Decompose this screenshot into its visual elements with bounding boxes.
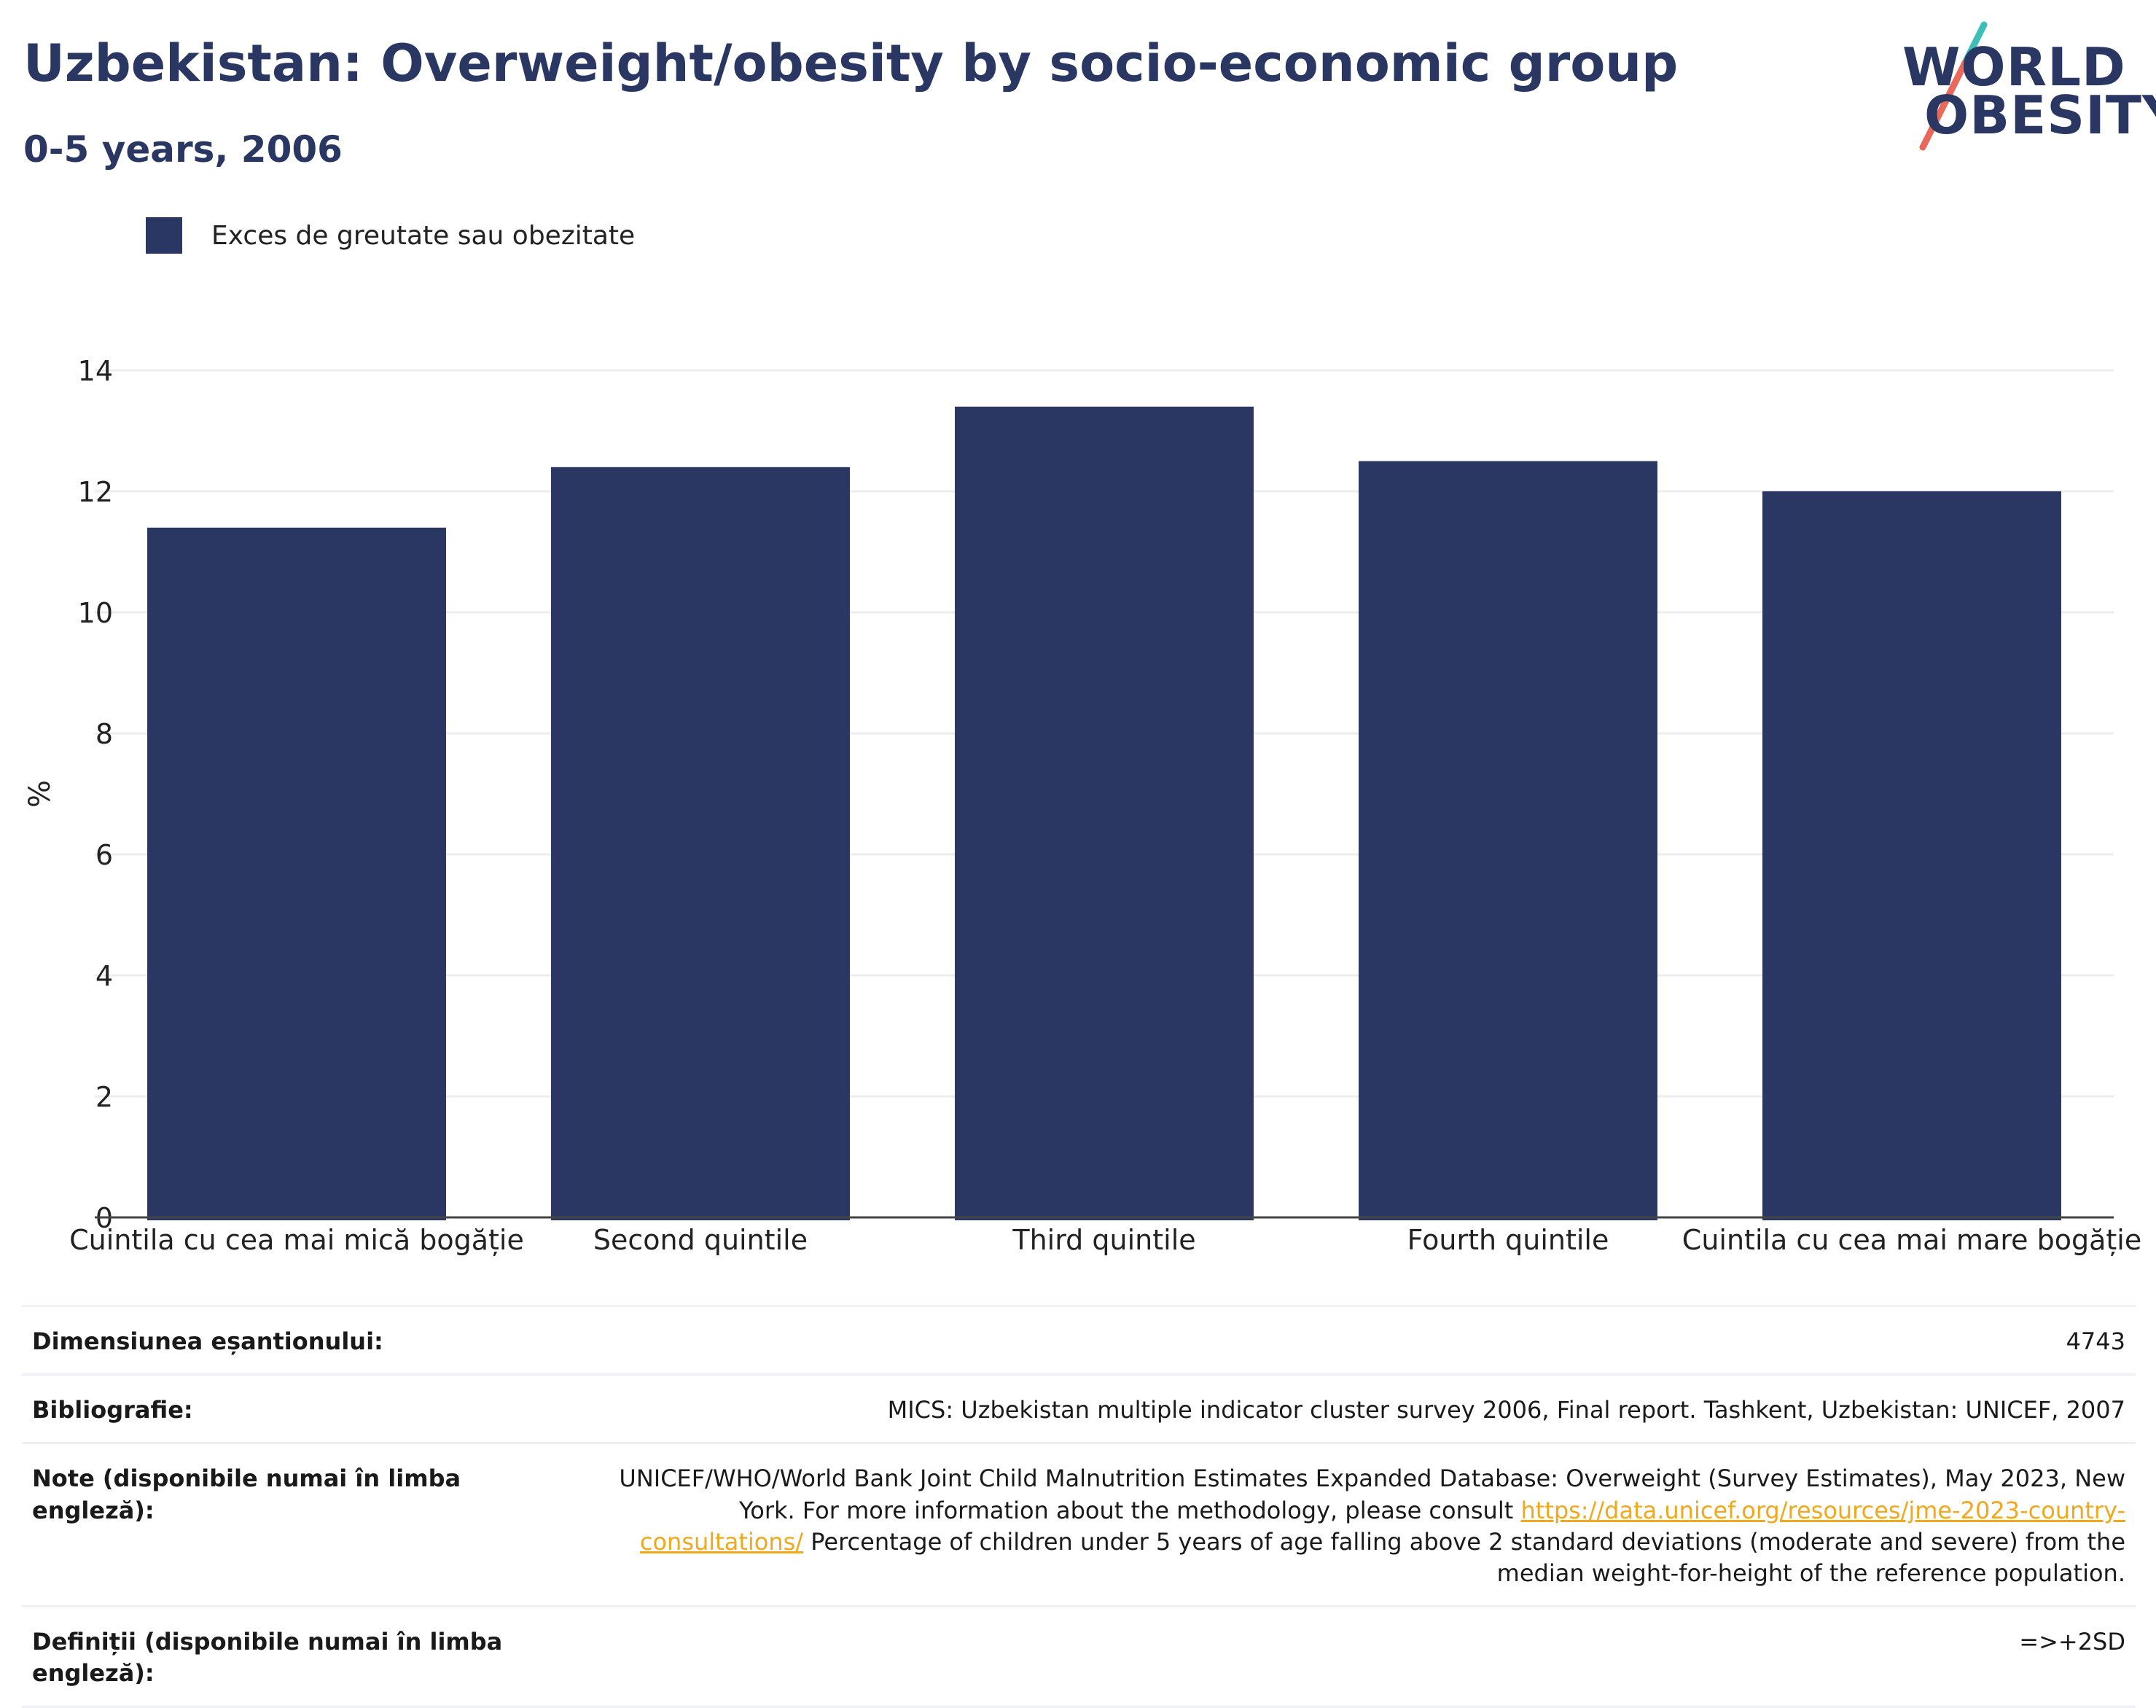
info-table: Dimensiunea eșantionului: 4743 Bibliogra… (22, 1305, 2136, 1708)
chart-title: Uzbekistan: Overweight/obesity by socio-… (23, 34, 1679, 93)
y-axis-title: % (23, 780, 57, 808)
x-tick-label: Cuintila cu cea mai mică bogăție (69, 1224, 524, 1256)
info-row-bibliography: Bibliografie: MICS: Uzbekistan multiple … (22, 1374, 2136, 1443)
y-tick-label: 4 (95, 960, 113, 992)
info-row-definitions: Definiții (disponibile numai în limba en… (22, 1606, 2136, 1707)
y-tick-label: 2 (95, 1081, 113, 1113)
info-value: 4743 (2066, 1327, 2125, 1355)
y-tick-label: 6 (95, 839, 113, 871)
chart-subtitle: 0-5 years, 2006 (23, 128, 343, 171)
info-value: UNICEF/WHO/World Bank Joint Child Malnut… (567, 1443, 2136, 1607)
methodology-link[interactable]: https://data.unicef.org/resources/jme-20… (639, 1496, 2125, 1556)
info-row-sample-size: Dimensiunea eșantionului: 4743 (22, 1306, 2136, 1375)
logo-word-obesity: OBESITY (1924, 85, 2156, 146)
x-tick-label: Cuintila cu cea mai mare bogăție (1682, 1224, 2141, 1256)
y-tick-label: 12 (78, 476, 113, 508)
bar (955, 406, 1254, 1220)
x-tick-label: Fourth quintile (1407, 1224, 1609, 1256)
logo-slash-icon (1919, 21, 1988, 151)
x-tick-label: Third quintile (1012, 1224, 1195, 1256)
legend-label: Exces de greutate sau obezitate (211, 220, 636, 251)
bar (551, 467, 850, 1220)
world-obesity-logo: WORLD OBESITY (1902, 20, 2156, 152)
bar (147, 527, 446, 1220)
logo-word-world: WORLD (1902, 36, 2126, 98)
chart-legend: Exces de greutate sau obezitate (146, 216, 635, 255)
info-key: Bibliografie: (32, 1396, 193, 1424)
info-key: Definiții (disponibile numai în limba en… (32, 1628, 503, 1688)
info-row-notes: Note (disponibile numai în limba engleză… (22, 1443, 2136, 1607)
y-tick-label: 10 (78, 597, 113, 629)
y-tick-label: 8 (95, 718, 113, 750)
y-tick-label: 14 (78, 355, 113, 387)
notes-text-continued: Percentage of children under 5 years of … (803, 1527, 2125, 1587)
info-value: =>+2SD (2019, 1628, 2125, 1656)
legend-swatch (146, 217, 182, 254)
info-key: Note (disponibile numai în limba engleză… (32, 1465, 461, 1524)
info-key: Dimensiunea eșantionului: (32, 1327, 383, 1355)
bar (1762, 491, 2061, 1220)
bar (1359, 461, 1657, 1220)
info-value: MICS: Uzbekistan multiple indicator clus… (887, 1396, 2125, 1424)
notes-text: UNICEF/WHO/World Bank Joint Child Malnut… (619, 1465, 2125, 1524)
x-tick-label: Second quintile (593, 1224, 808, 1256)
